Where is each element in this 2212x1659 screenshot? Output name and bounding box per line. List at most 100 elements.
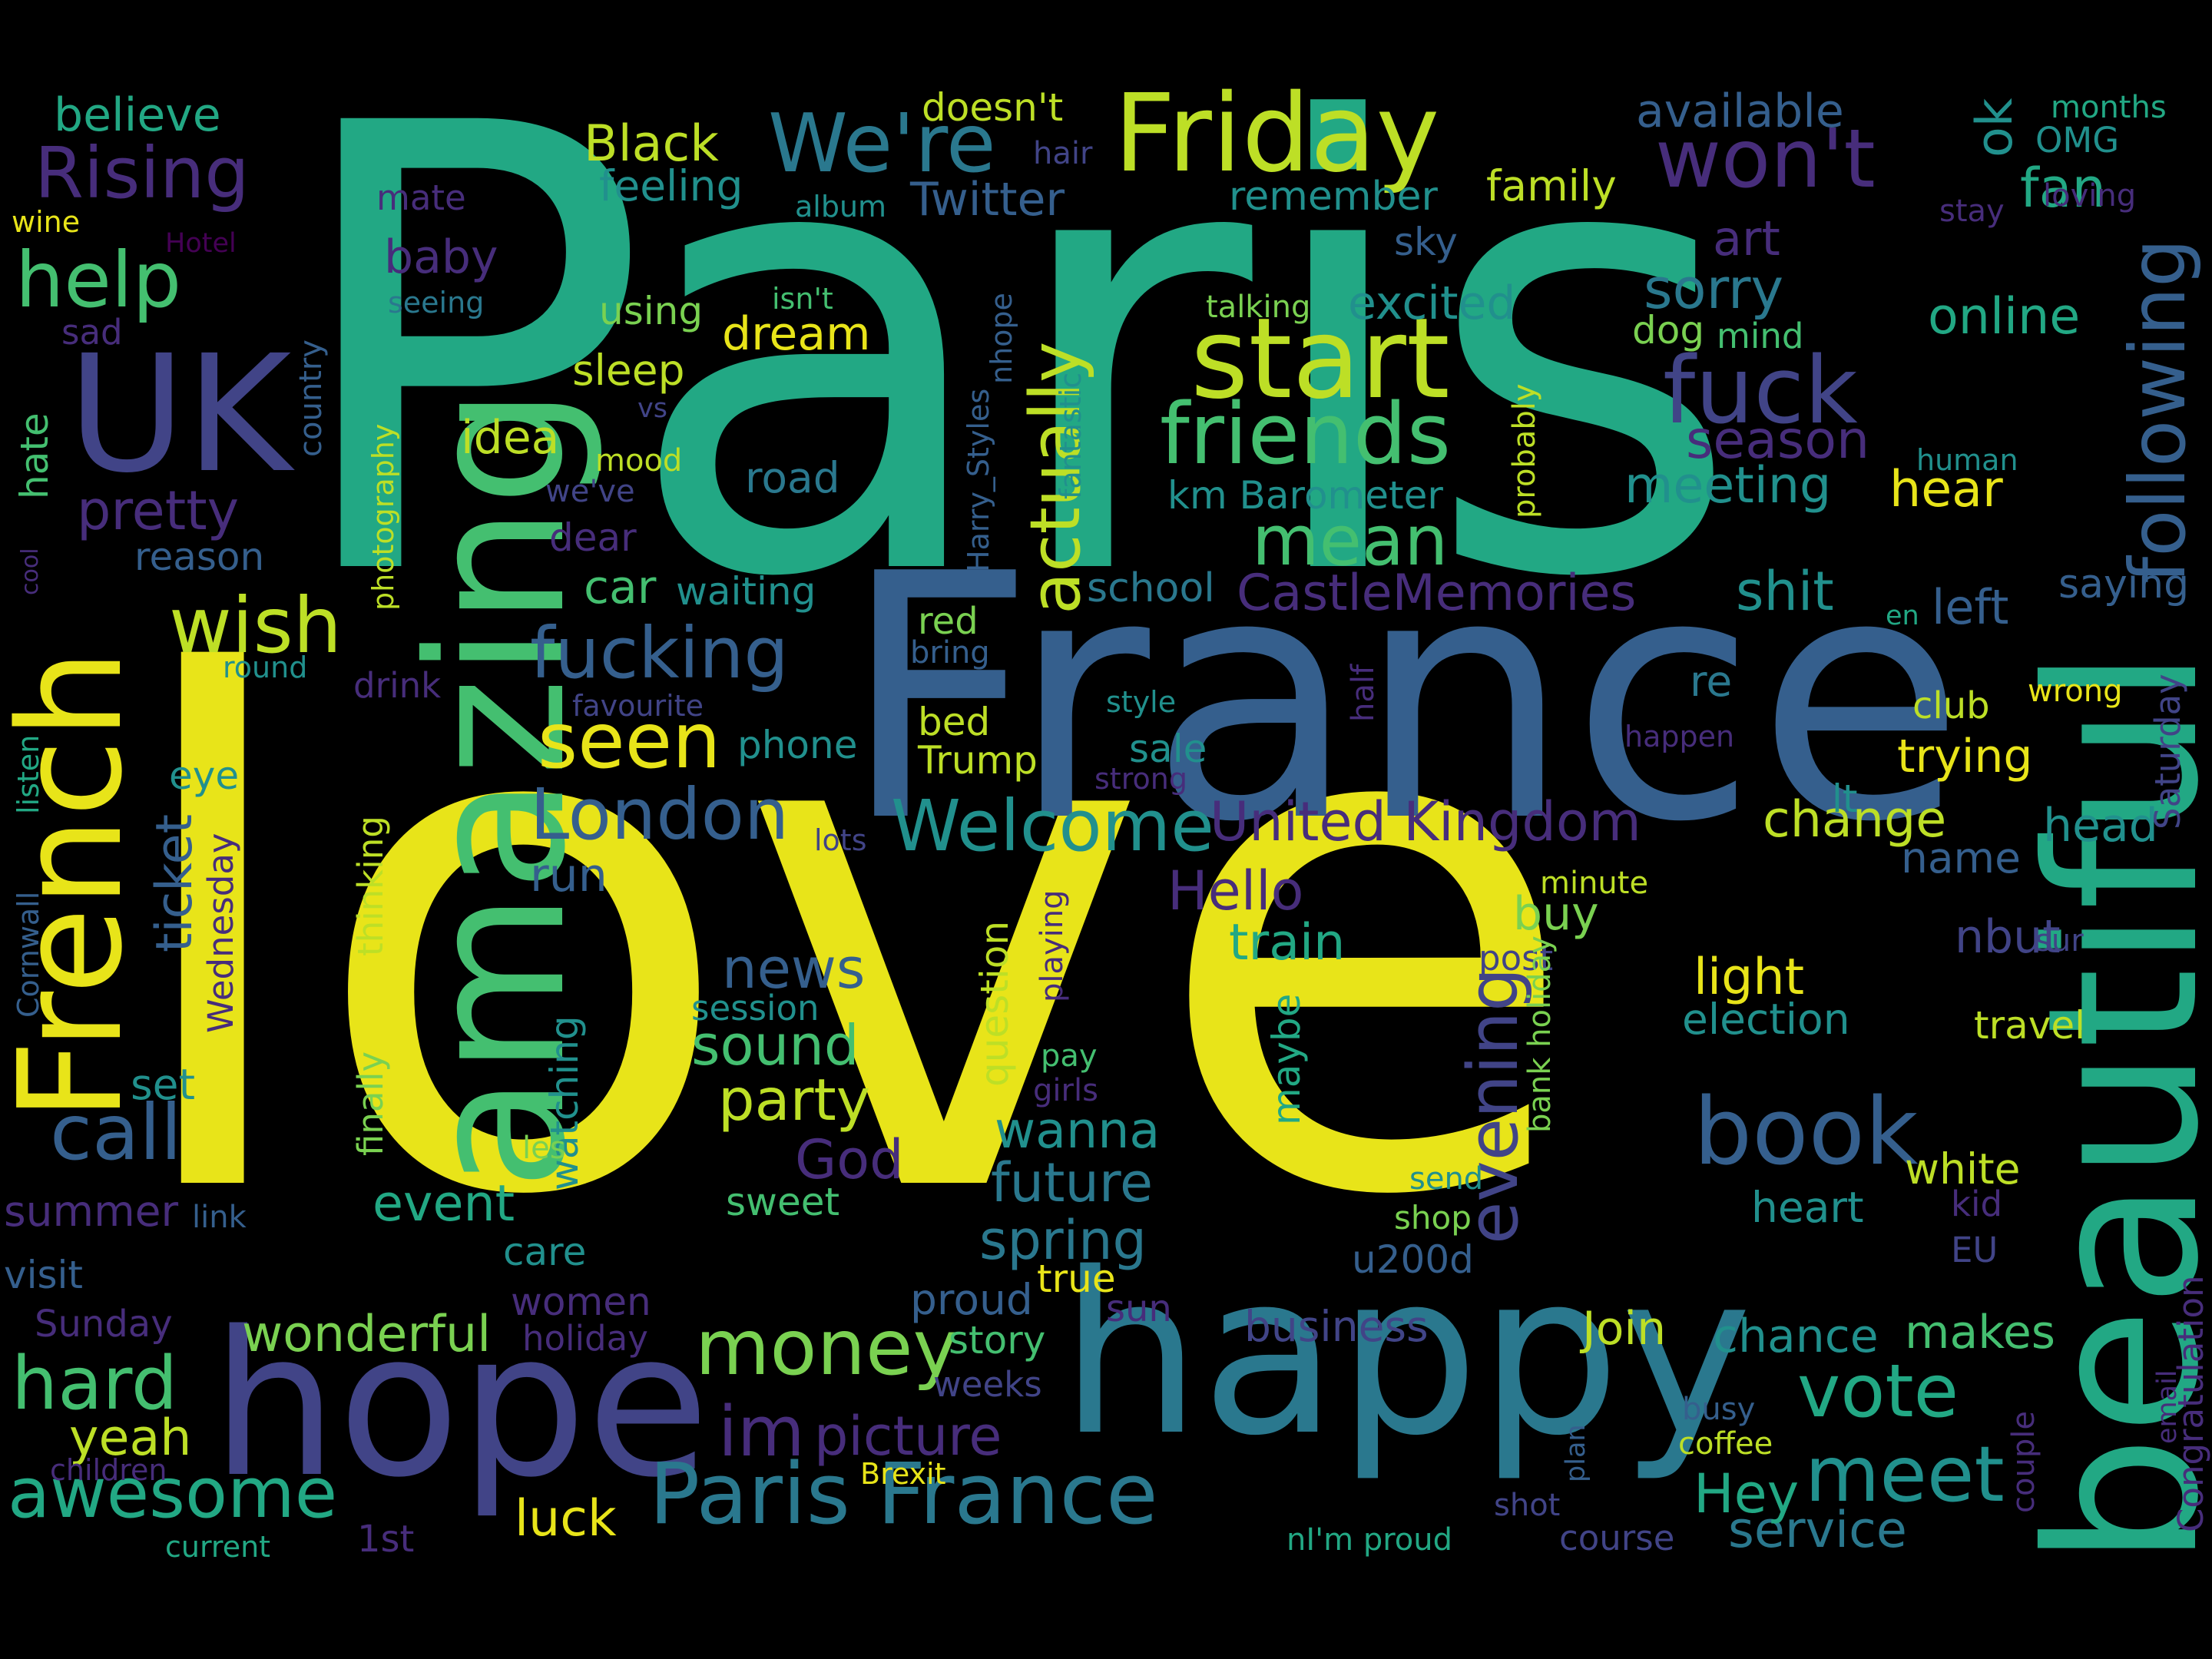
- word-dog: dog: [1632, 308, 1705, 353]
- word-km-barometer: km Barometer: [1167, 473, 1443, 518]
- word-club: club: [1912, 684, 1990, 727]
- word-sun: sun: [1106, 1287, 1172, 1330]
- word-busy: busy: [1682, 1392, 1756, 1427]
- word-election: election: [1682, 995, 1850, 1044]
- word-isnt: isn't: [772, 282, 833, 316]
- word-children: children: [50, 1453, 167, 1487]
- word-believe: believe: [54, 88, 221, 142]
- word-hard: hard: [12, 1342, 178, 1426]
- word-saturday: Saturday: [2147, 674, 2188, 830]
- word-left: left: [1932, 579, 2009, 635]
- word-summer: summer: [4, 1187, 179, 1236]
- word-hope: hope: [211, 1290, 710, 1522]
- word-dear: dear: [549, 515, 637, 560]
- word-link: link: [192, 1200, 247, 1235]
- word-current: current: [165, 1530, 271, 1564]
- word-1st: 1st: [357, 1518, 415, 1561]
- word-les: les: [522, 1131, 566, 1166]
- word-ok: ok: [1966, 98, 2024, 157]
- word-fantastic: fantastic: [1054, 372, 1088, 499]
- word-welcome: Welcome: [891, 785, 1214, 867]
- word-season: season: [1686, 410, 1870, 471]
- word-event: event: [373, 1175, 515, 1233]
- word-online: online: [1928, 288, 2081, 346]
- word-phone: phone: [737, 723, 858, 767]
- word-vote: vote: [1797, 1349, 1959, 1434]
- word-care: care: [503, 1230, 587, 1274]
- word-shit: shit: [1736, 560, 1834, 623]
- word-light: light: [1694, 949, 1805, 1006]
- word-reason: reason: [134, 535, 265, 579]
- word-waiting: waiting: [676, 569, 816, 614]
- word-french: French: [0, 649, 154, 1121]
- word-were: We're: [768, 97, 996, 190]
- word-eu: EU: [1951, 1230, 1998, 1270]
- word-wish: wish: [169, 581, 343, 671]
- word-favourite: favourite: [572, 689, 704, 723]
- word-seeing: seeing: [388, 286, 485, 320]
- word-heart: heart: [1751, 1183, 1864, 1232]
- word-white: white: [1905, 1144, 2021, 1194]
- word-mood: mood: [595, 443, 683, 478]
- word-hear: hear: [1889, 461, 2003, 518]
- word-happy: happy: [1060, 1226, 1753, 1485]
- word-story: story: [949, 1318, 1046, 1363]
- word-cornwall: Cornwall: [12, 891, 45, 1018]
- word-eye: eye: [169, 753, 240, 798]
- word-party: party: [718, 1066, 871, 1134]
- word-start: start: [1190, 294, 1450, 424]
- word-hello: Hello: [1167, 859, 1304, 922]
- word-red: red: [918, 600, 979, 643]
- word-wonderful: wonderful: [242, 1306, 492, 1363]
- word-france: France: [841, 502, 1965, 896]
- word-run: run: [530, 849, 608, 902]
- word-photography: photography: [366, 423, 400, 611]
- word-sky: sky: [1394, 220, 1458, 264]
- word-thinking: thinking: [350, 816, 391, 956]
- word-dream: dream: [722, 307, 871, 361]
- word-finally: finally: [350, 1051, 391, 1156]
- word-picture: picture: [814, 1405, 1002, 1468]
- word-remember: remember: [1229, 174, 1438, 220]
- word-awesome: awesome: [8, 1453, 338, 1534]
- word-nhope: nhope: [985, 293, 1018, 384]
- word-shop: shop: [1394, 1199, 1472, 1237]
- word-join: Join: [1582, 1302, 1667, 1356]
- word-travel: travel: [1974, 1003, 2086, 1048]
- word-paris: Paris: [280, 0, 1743, 711]
- word-question: question: [972, 920, 1017, 1087]
- word-love: love: [115, 534, 1581, 1348]
- word-friday: Friday: [1114, 71, 1440, 197]
- word-strong: strong: [1094, 762, 1187, 796]
- word-ticket: ticket: [146, 813, 204, 952]
- word-twitter: Twitter: [910, 173, 1065, 227]
- word-rising: Rising: [35, 132, 250, 214]
- word-car: car: [584, 561, 657, 614]
- word-future: future: [991, 1151, 1154, 1214]
- word-proud: proud: [910, 1275, 1033, 1324]
- word-available: available: [1636, 84, 1844, 138]
- word-family: family: [1486, 161, 1617, 210]
- word-feeling: feeling: [599, 161, 743, 210]
- word-baby: baby: [384, 230, 498, 284]
- word-post: post: [1479, 938, 1554, 979]
- word-bring: bring: [910, 635, 990, 671]
- word-country: country: [293, 339, 329, 457]
- word-listen: listen: [12, 734, 45, 814]
- word-pretty: pretty: [77, 479, 240, 542]
- word-bed: bed: [918, 700, 991, 744]
- word-united-kingdom: United Kingdom: [1210, 790, 1641, 853]
- word-cool: cool: [17, 548, 44, 595]
- word-re: re: [1690, 657, 1733, 706]
- word-hey: Hey: [1694, 1462, 1800, 1525]
- word-course: course: [1559, 1518, 1675, 1558]
- word-weeks: weeks: [933, 1364, 1042, 1405]
- word-service: service: [1728, 1502, 1907, 1559]
- word-album: album: [795, 190, 887, 224]
- word-shot: shot: [1494, 1488, 1561, 1523]
- word-lt: lt: [1832, 777, 1858, 821]
- word-meeting: meeting: [1624, 457, 1832, 515]
- word-paris-france: Paris France: [649, 1445, 1158, 1543]
- word-hate: hate: [12, 412, 57, 499]
